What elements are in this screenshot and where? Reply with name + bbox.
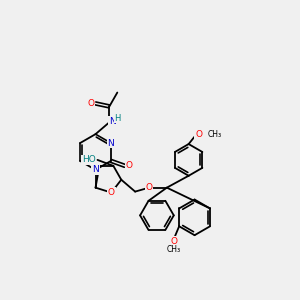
Text: CH₃: CH₃ [167,244,181,253]
Text: O: O [146,183,152,192]
Text: N: N [109,117,116,126]
Text: N: N [92,165,99,174]
Text: O: O [125,161,132,170]
Text: O: O [171,237,178,246]
Text: O: O [87,99,94,108]
Text: O: O [195,130,202,139]
Text: N: N [108,139,114,148]
Text: HO: HO [82,155,95,164]
Text: O: O [108,188,115,197]
Text: CH₃: CH₃ [208,130,222,139]
Text: H: H [114,114,121,123]
